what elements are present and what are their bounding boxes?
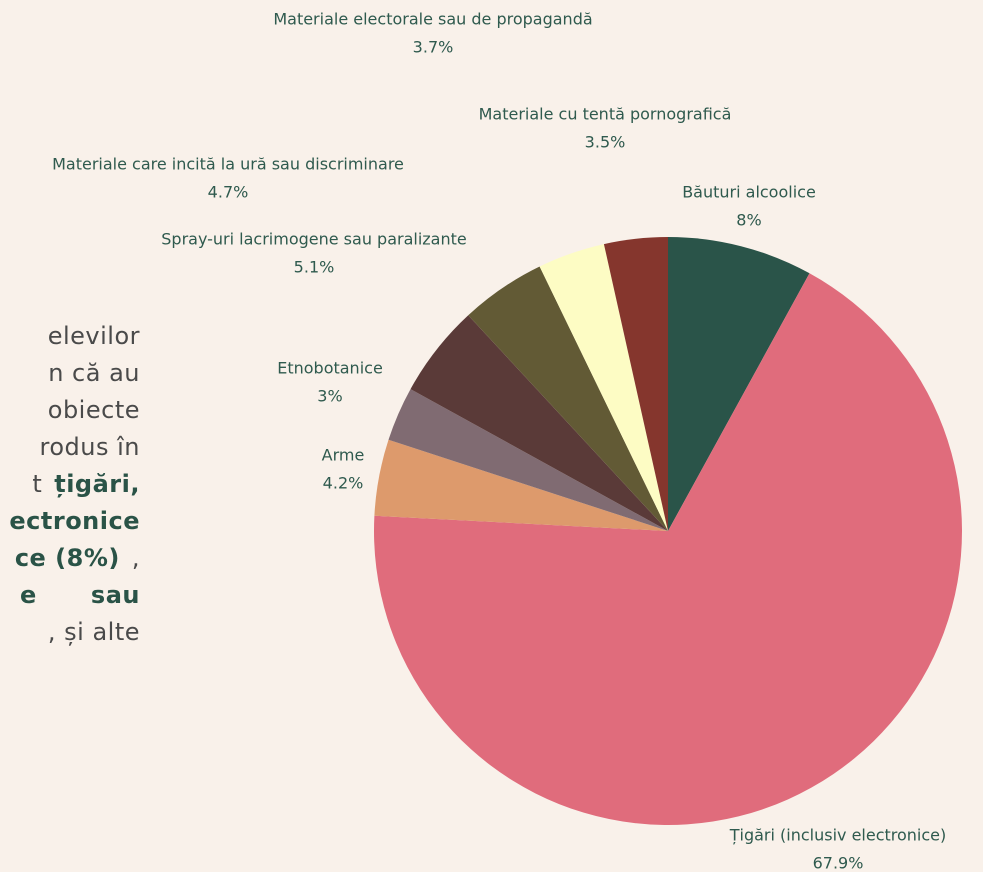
slice-label: Materiale care incită la ură sau discrim… bbox=[52, 155, 404, 174]
text-segment: , bbox=[131, 544, 140, 572]
pie-slice bbox=[539, 244, 668, 531]
paragraph: elevilor n că au obiecte rodus în t țigări, ec… bbox=[0, 318, 140, 651]
text-segment: obiecte bbox=[47, 396, 140, 424]
pie-slice bbox=[468, 266, 668, 531]
text-line: ce (8%), bbox=[0, 540, 140, 577]
slice-label: Țigări (inclusiv electronice) bbox=[729, 826, 947, 845]
text-line: n că au bbox=[0, 355, 140, 392]
pie-slice bbox=[374, 439, 668, 531]
slice-label: Arme bbox=[322, 446, 365, 465]
text-line: e sau bbox=[20, 577, 140, 614]
pie-slice bbox=[388, 389, 668, 531]
slice-label: Băuturi alcoolice bbox=[682, 183, 816, 202]
slice-label: Materiale electorale sau de propagandă bbox=[273, 10, 592, 29]
slice-value: 67.9% bbox=[813, 854, 864, 872]
slice-value: 3% bbox=[317, 387, 342, 406]
text-line: , și alte bbox=[0, 614, 140, 651]
text-segment: rodus în bbox=[39, 433, 140, 461]
slice-value: 4.7% bbox=[208, 183, 249, 202]
text-segment: țigări, bbox=[54, 470, 140, 498]
slice-label: Spray-uri lacrimogene sau paralizante bbox=[161, 230, 466, 249]
text-segment: ectronice bbox=[9, 507, 140, 535]
slice-value: 3.5% bbox=[585, 133, 626, 152]
text-line: elevilor bbox=[0, 318, 140, 355]
text-line: ectronice bbox=[0, 503, 140, 540]
slice-value: 4.2% bbox=[323, 474, 364, 493]
text-line: rodus în bbox=[0, 429, 140, 466]
pie-slice bbox=[603, 237, 668, 531]
pie-slice bbox=[410, 315, 668, 531]
slice-value: 3.7% bbox=[413, 38, 454, 57]
pie-slice bbox=[668, 237, 810, 531]
pie-slice bbox=[373, 273, 962, 825]
text-segment: n că au bbox=[48, 359, 140, 387]
text-segment: t bbox=[32, 470, 43, 498]
slice-value: 8% bbox=[736, 211, 761, 230]
text-segment: elevilor bbox=[47, 322, 140, 350]
text-segment: e bbox=[20, 581, 37, 609]
slice-label: Etnobotanice bbox=[277, 359, 383, 378]
text-segment: , și alte bbox=[47, 618, 140, 646]
slice-value: 5.1% bbox=[294, 258, 335, 277]
text-segment: ce (8%) bbox=[14, 544, 120, 572]
text-segment: sau bbox=[90, 581, 140, 609]
slice-label: Materiale cu tentă pornografică bbox=[479, 105, 732, 124]
text-line: t țigări, bbox=[0, 466, 140, 503]
text-line: obiecte bbox=[0, 392, 140, 429]
